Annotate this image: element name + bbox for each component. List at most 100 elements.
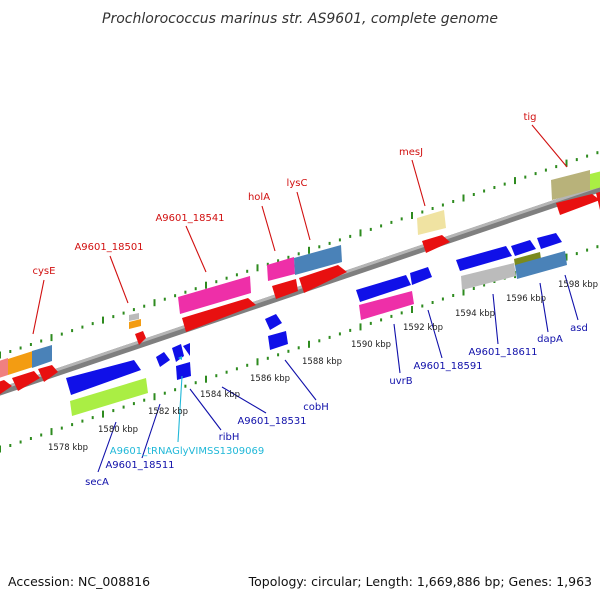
minor-tick [431, 207, 434, 210]
gene-label-ribh: ribH [219, 432, 240, 443]
gene-label-tig: tig [523, 112, 536, 123]
gene-label-a9601-18511: A9601_18511 [105, 460, 174, 471]
feature-blue-uvrb-b [410, 267, 432, 285]
gene-label-a9601-18591: A9601_18591 [413, 361, 482, 372]
feature-pink-hola [267, 257, 295, 281]
feature-lime-tig [590, 171, 600, 190]
gene-label-a9601-18531: A9601_18531 [237, 416, 306, 427]
gene-label-mesj: mesJ [399, 147, 423, 158]
minor-tick [338, 332, 341, 336]
minor-tick [596, 151, 599, 155]
minor-tick [575, 252, 578, 256]
feature-blue-18531 [265, 314, 282, 330]
feature-pink-18591 [359, 291, 414, 320]
gene-label-seca: secA [85, 477, 109, 488]
gene-label-a9601-18541: A9601_18541 [155, 213, 224, 224]
leader-lines [32, 124, 579, 473]
minor-tick [112, 409, 115, 413]
minor-tick [441, 203, 444, 207]
feature-blue-asd [537, 233, 562, 249]
minor-tick [19, 440, 22, 444]
feature-red-mesj [422, 235, 450, 253]
gene-label-cobh: cobH [303, 402, 328, 413]
minor-tick [29, 343, 32, 346]
minor-tick [71, 423, 74, 427]
minor-tick [431, 301, 434, 304]
feature-blue-uvrb [356, 275, 411, 302]
minor-tick [277, 259, 280, 263]
feature-blue-18511-a [156, 352, 170, 367]
minor-tick [380, 318, 383, 322]
minor-tick [225, 370, 228, 374]
feature-red-hola [272, 279, 298, 299]
minor-tick [328, 335, 331, 339]
feature-red-tig-b [596, 191, 600, 210]
minor-tick [246, 363, 249, 367]
major-tick [411, 212, 413, 219]
minor-tick [266, 356, 269, 360]
feature-blue-dapa [511, 240, 536, 256]
major-tick [50, 428, 53, 436]
major-tick [359, 323, 362, 331]
minor-tick [472, 287, 475, 290]
feature-blue-seca [66, 360, 141, 395]
minor-tick [390, 314, 393, 318]
feature-blue-ribh [176, 362, 191, 380]
feature-olive-dapa [514, 252, 541, 266]
minor-tick [246, 269, 249, 273]
minor-tick [596, 245, 599, 249]
minor-tick [81, 419, 84, 423]
gene-label-dapa: dapA [537, 334, 563, 345]
major-tick [153, 393, 156, 401]
major-tick [256, 264, 259, 272]
minor-tick [60, 426, 63, 430]
minor-tick [328, 241, 331, 245]
minor-tick [575, 158, 578, 162]
minor-tick [163, 297, 166, 301]
feature-blue-cobh [268, 331, 288, 350]
feature-orange [8, 350, 36, 375]
major-tick [308, 340, 310, 348]
minor-tick [493, 186, 496, 189]
position-label: 1598 kbp [558, 280, 598, 290]
minor-tick [132, 308, 135, 312]
feature-cyan-trna [178, 356, 182, 360]
minor-tick [277, 353, 280, 357]
feature-steelblue-dapa [515, 251, 567, 279]
feature-pink-18541 [178, 276, 251, 314]
minor-tick [287, 255, 290, 259]
minor-tick [29, 437, 32, 440]
minor-tick [19, 346, 22, 350]
minor-tick [400, 217, 403, 221]
gene-labels-bottom: secA A9601_18511 A9601_tRNAGlyVIMSS13090… [85, 323, 588, 488]
minor-tick [524, 175, 527, 179]
minor-tick [235, 273, 238, 277]
feature-steelblue-lysc [294, 245, 342, 275]
feature-khaki-tig [551, 170, 590, 200]
feature-red-c [38, 365, 58, 382]
minor-tick [483, 283, 486, 287]
position-label: 1590 kbp [351, 340, 391, 350]
minor-tick [555, 165, 558, 169]
feature-red-b [12, 371, 40, 391]
minor-tick [338, 238, 341, 242]
minor-tick [534, 172, 537, 176]
feature-gray-small [129, 313, 139, 321]
minor-tick [472, 193, 475, 196]
gene-label-cyse: cysE [33, 266, 56, 277]
major-tick [256, 358, 259, 366]
position-label: 1584 kbp [200, 390, 240, 400]
feature-lime-seca [70, 378, 148, 416]
minor-tick [318, 245, 321, 249]
minor-tick [143, 304, 146, 308]
major-tick [462, 288, 465, 296]
minor-tick [40, 339, 43, 343]
feature-red-tig [556, 194, 600, 215]
position-label: 1592 kbp [403, 323, 443, 333]
gene-label-hola: holA [248, 192, 270, 203]
minor-tick [390, 220, 393, 224]
minor-tick [266, 262, 269, 266]
gene-label-a9601-18501: A9601_18501 [74, 242, 143, 253]
minor-tick [349, 234, 352, 238]
